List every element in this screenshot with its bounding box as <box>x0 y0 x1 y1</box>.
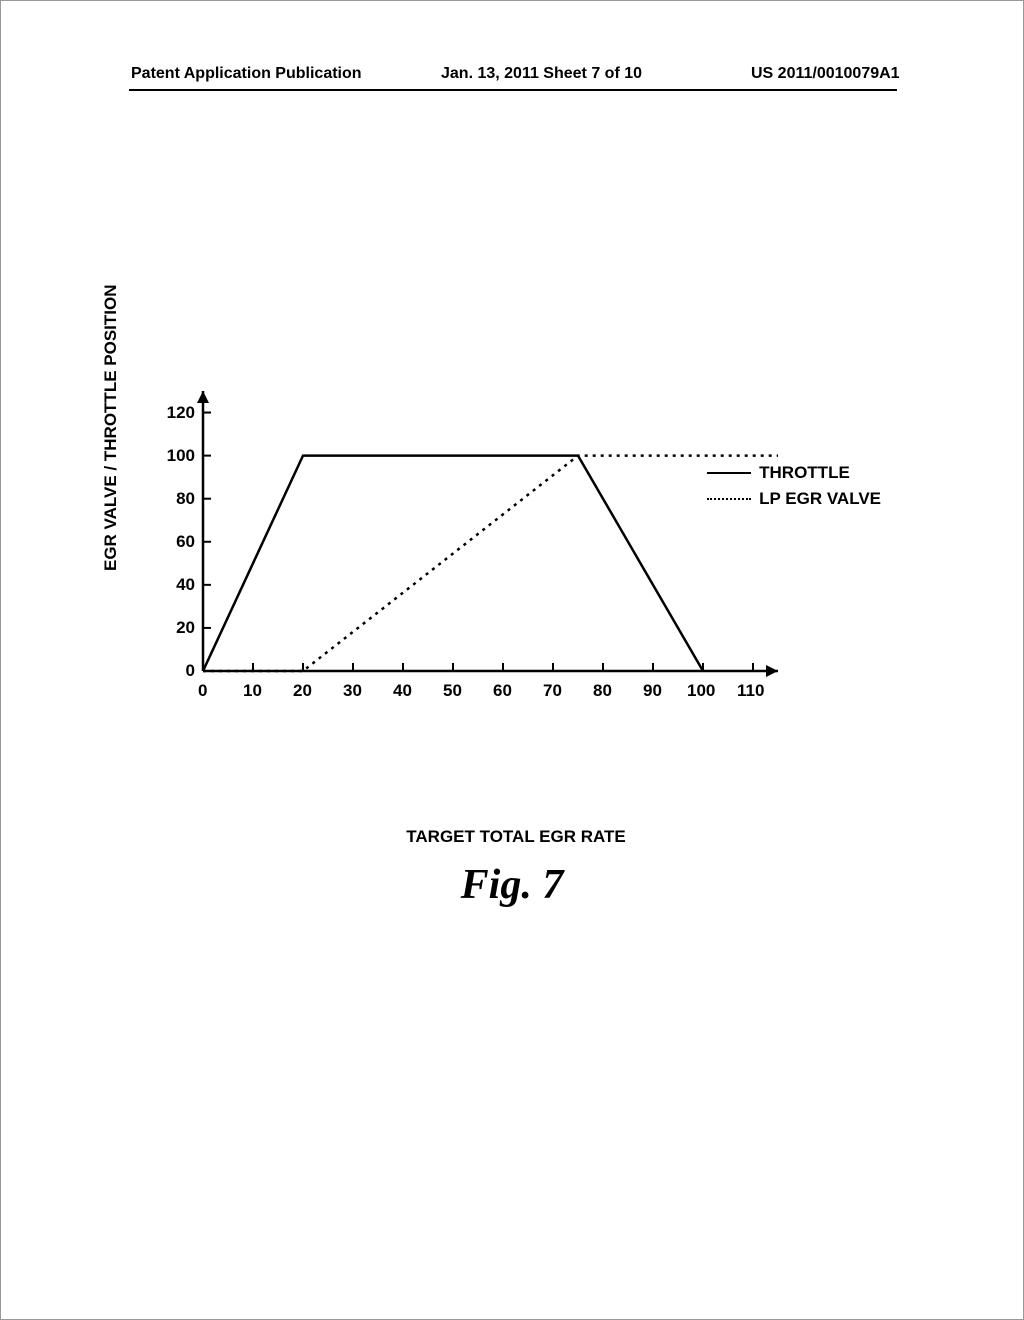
y-tick-label: 40 <box>176 575 195 595</box>
header-center: Jan. 13, 2011 Sheet 7 of 10 <box>441 65 642 83</box>
header-rule <box>129 89 897 91</box>
x-tick-label: 20 <box>293 681 312 701</box>
x-tick-label: 10 <box>243 681 262 701</box>
y-tick-label: 20 <box>176 618 195 638</box>
y-axis-label: EGR VALVE / THROTTLE POSITION <box>101 285 121 572</box>
legend-label: LP EGR VALVE <box>759 489 881 509</box>
x-tick-label: 30 <box>343 681 362 701</box>
x-tick-label: 0 <box>198 681 207 701</box>
egr-chart: EGR VALVE / THROTTLE POSITION TARGET TOT… <box>131 371 901 771</box>
x-axis-label: TARGET TOTAL EGR RATE <box>131 827 901 847</box>
page-header: Patent Application Publication Jan. 13, … <box>1 63 1023 89</box>
header-left: Patent Application Publication <box>131 65 362 83</box>
x-tick-label: 40 <box>393 681 412 701</box>
legend-item-lpegr: LP EGR VALVE <box>707 489 881 509</box>
x-tick-label: 80 <box>593 681 612 701</box>
legend-item-throttle: THROTTLE <box>707 463 881 483</box>
y-tick-label: 0 <box>186 661 195 681</box>
y-tick-label: 60 <box>176 532 195 552</box>
chart-legend: THROTTLE LP EGR VALVE <box>707 463 881 515</box>
legend-swatch-dotted-icon <box>707 498 751 500</box>
x-tick-label: 50 <box>443 681 462 701</box>
header-right: US 2011/0010079A1 <box>751 65 900 83</box>
y-tick-label: 100 <box>167 446 195 466</box>
legend-swatch-solid-icon <box>707 472 751 474</box>
x-tick-label: 60 <box>493 681 512 701</box>
x-tick-label: 70 <box>543 681 562 701</box>
y-tick-label: 80 <box>176 489 195 509</box>
legend-label: THROTTLE <box>759 463 850 483</box>
figure-caption: Fig. 7 <box>1 861 1023 909</box>
x-tick-label: 90 <box>643 681 662 701</box>
y-tick-label: 120 <box>167 403 195 423</box>
patent-page: Patent Application Publication Jan. 13, … <box>0 0 1024 1320</box>
x-tick-label: 100 <box>687 681 715 701</box>
chart-svg <box>131 351 901 711</box>
x-tick-label: 110 <box>737 681 764 701</box>
